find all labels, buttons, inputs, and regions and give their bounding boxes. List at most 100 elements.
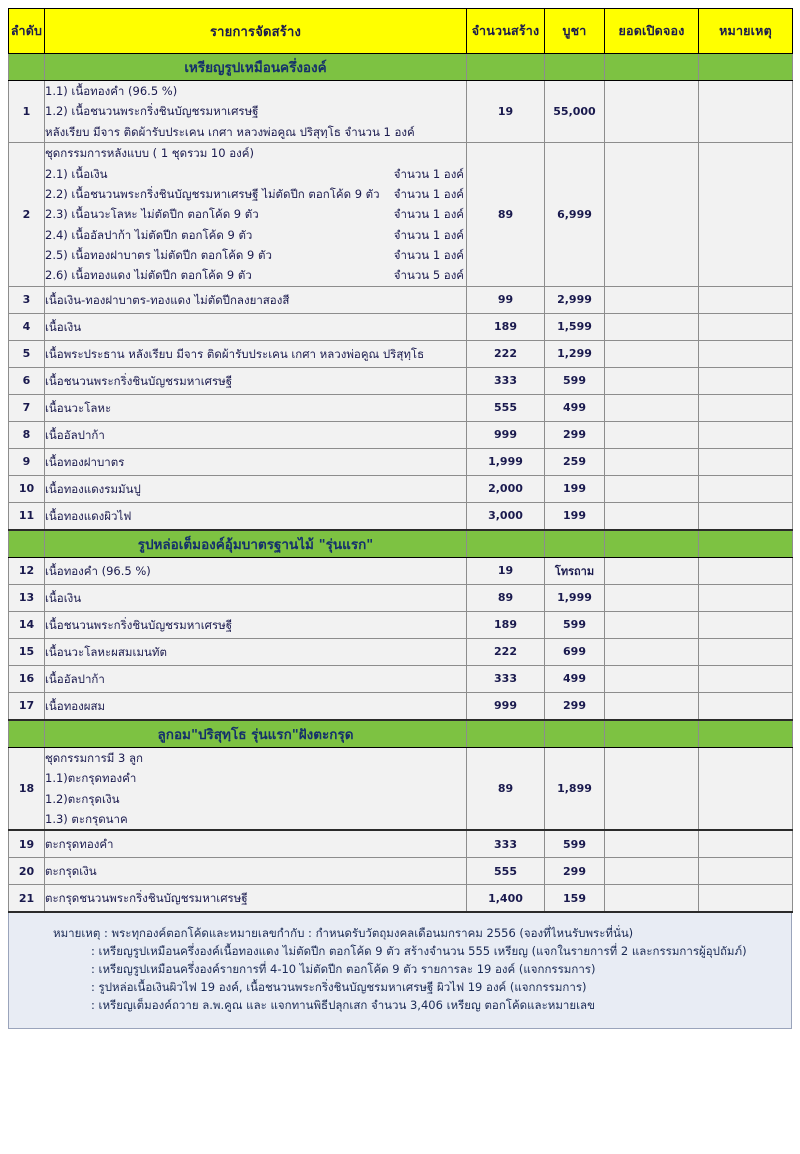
row-1-open	[604, 79, 699, 144]
row-13-no: 13	[8, 583, 45, 612]
row-2-description: ชุดกรรมการหลังแบบ ( 1 ชุดรวม 10 องค์) 2.…	[44, 142, 467, 287]
row-19-price: 599	[544, 829, 605, 859]
row-16-no: 16	[8, 664, 45, 693]
table-row: 15 เนื้อนวะโลหะผสมเมนทัต 222 699	[8, 637, 793, 666]
row-14-note	[698, 610, 793, 639]
row-16-price: 499	[544, 664, 605, 693]
row-2-line-3: 2.2) เนื้อชนวนพระกริ่งชินบัญชรมหาเศรษฐี …	[45, 186, 464, 201]
row-19-open	[604, 829, 699, 859]
section-3-no-cell	[8, 719, 45, 748]
section-3-open-cell	[604, 719, 699, 748]
row-20-price: 299	[544, 857, 605, 886]
row-3-description: เนื้อเงิน-ทองฝาบาตร-ทองแดง ไม่ตัดปีกลงยา…	[44, 285, 467, 314]
column-header-remarks: หมายเหตุ	[698, 8, 793, 54]
row-4-open	[604, 312, 699, 341]
row-21-note	[698, 884, 793, 914]
row-16-description: เนื้ออัลปาก้า	[44, 664, 467, 693]
row-13-price: 1,999	[544, 583, 605, 612]
table-row: 14 เนื้อชนวนพระกริ่งชินบัญชรมหาเศรษฐี 18…	[8, 610, 793, 639]
row-9-description: เนื้อทองฝาบาตร	[44, 447, 467, 476]
row-1-line-1: 1.1) เนื้อทองคำ (96.5 %)	[45, 84, 178, 98]
row-15-note	[698, 637, 793, 666]
row-12-price: โทรถาม	[544, 556, 605, 585]
row-12-description: เนื้อทองคำ (96.5 %)	[44, 556, 467, 585]
row-17-note	[698, 691, 793, 721]
row-13-description: เนื้อเงิน	[44, 583, 467, 612]
row-17-no: 17	[8, 691, 45, 721]
row-19-description: ตะกรุดทองคำ	[44, 829, 467, 859]
row-8-open	[604, 420, 699, 449]
table-row: 19 ตะกรุดทองคำ 333 599	[8, 829, 793, 859]
column-header-description: รายการจัดสร้าง	[44, 8, 467, 54]
row-17-description: เนื้อทองผสม	[44, 691, 467, 721]
section-header-row-1: เหรียญรูปเหมือนครึ่งองค์	[8, 53, 793, 81]
row-18-price: 1,899	[544, 746, 605, 831]
row-7-open	[604, 393, 699, 422]
row-9-note	[698, 447, 793, 476]
section-1-qty-cell	[466, 53, 545, 81]
table-row: 5 เนื้อพระประธาน หลังเรียบ มีจาร ติดผ้าร…	[8, 339, 793, 368]
row-2-price: 6,999	[544, 142, 605, 287]
row-15-description: เนื้อนวะโลหะผสมเมนทัต	[44, 637, 467, 666]
table-row: 11 เนื้อทองแดงผิวไฟ 3,000 199	[8, 501, 793, 531]
row-2-line-5: 2.4) เนื้ออัลปาก้า ไม่ตัดปีก ตอกโค้ด 9 ต…	[45, 227, 464, 242]
row-11-note	[698, 501, 793, 531]
footer-note-3: : เหรียญรูปเหมือนครึ่งองค์รายการที่ 4-10…	[91, 961, 596, 976]
row-1-line-3: หลังเรียบ มีจาร ติดผ้ารับประเคน เกศา หลว…	[45, 124, 415, 139]
table-row: 7 เนื้อนวะโลหะ 555 499	[8, 393, 793, 422]
table-row: 13 เนื้อเงิน 89 1,999	[8, 583, 793, 612]
row-11-price: 199	[544, 501, 605, 531]
footer-note-4: : รูปหล่อเนื้อเงินผิวไฟ 19 องค์, เนื้อชน…	[91, 979, 587, 994]
section-1-open-cell	[604, 53, 699, 81]
row-19-note	[698, 829, 793, 859]
row-13-open	[604, 583, 699, 612]
row-9-price: 259	[544, 447, 605, 476]
table-row: 4 เนื้อเงิน 189 1,599	[8, 312, 793, 341]
row-15-open	[604, 637, 699, 666]
row-7-quantity: 555	[466, 393, 545, 422]
row-12-open	[604, 556, 699, 585]
row-10-price: 199	[544, 474, 605, 503]
section-2-qty-cell	[466, 529, 545, 558]
row-2-note	[698, 142, 793, 287]
table-row: 9 เนื้อทองฝาบาตร 1,999 259	[8, 447, 793, 476]
row-16-note	[698, 664, 793, 693]
section-3-price-cell	[544, 719, 605, 748]
row-18-line-1: ชุดกรรมการมี 3 ลูก	[45, 750, 143, 765]
row-8-price: 299	[544, 420, 605, 449]
footer-note-1: หมายเหตุ : พระทุกองค์ตอกโค้ดและหมายเลขกำ…	[53, 926, 634, 941]
row-2-line-2: 2.1) เนื้อเงิน จำนวน 1 องค์	[45, 166, 464, 181]
table-row: 8 เนื้ออัลปาก้า 999 299	[8, 420, 793, 449]
row-18-description: ชุดกรรมการมี 3 ลูก 1.1)ตะกรุดทองคำ 1.2)ต…	[44, 746, 467, 831]
row-20-open	[604, 857, 699, 886]
row-3-open	[604, 285, 699, 314]
section-2-note-cell	[698, 529, 793, 558]
row-13-note	[698, 583, 793, 612]
row-11-quantity: 3,000	[466, 501, 545, 531]
row-17-open	[604, 691, 699, 721]
section-1-title: เหรียญรูปเหมือนครึ่งองค์	[44, 53, 467, 81]
table-row: 6 เนื้อชนวนพระกริ่งชินบัญชรมหาเศรษฐี 333…	[8, 366, 793, 395]
row-10-open	[604, 474, 699, 503]
row-4-no: 4	[8, 312, 45, 341]
row-8-no: 8	[8, 420, 45, 449]
row-16-quantity: 333	[466, 664, 545, 693]
row-7-price: 499	[544, 393, 605, 422]
row-5-open	[604, 339, 699, 368]
row-15-price: 699	[544, 637, 605, 666]
section-1-price-cell	[544, 53, 605, 81]
row-2-line-1: ชุดกรรมการหลังแบบ ( 1 ชุดรวม 10 องค์)	[45, 146, 254, 161]
row-15-quantity: 222	[466, 637, 545, 666]
table-row: 1 1.1) เนื้อทองคำ (96.5 %) 1.2) เนื้อชนว…	[8, 79, 793, 144]
footer-notes: หมายเหตุ : พระทุกองค์ตอกโค้ดและหมายเลขกำ…	[8, 913, 792, 1030]
row-10-description: เนื้อทองแดงรมมันปู	[44, 474, 467, 503]
row-14-description: เนื้อชนวนพระกริ่งชินบัญชรมหาเศรษฐี	[44, 610, 467, 639]
section-1-no-cell	[8, 53, 45, 81]
row-21-open	[604, 884, 699, 914]
row-2-line-4: 2.3) เนื้อนวะโลหะ ไม่ตัดปีก ตอกโค้ด 9 ตั…	[45, 207, 464, 222]
row-9-open	[604, 447, 699, 476]
row-18-no: 18	[8, 746, 45, 831]
section-2-price-cell	[544, 529, 605, 558]
row-20-description: ตะกรุดเงิน	[44, 857, 467, 886]
